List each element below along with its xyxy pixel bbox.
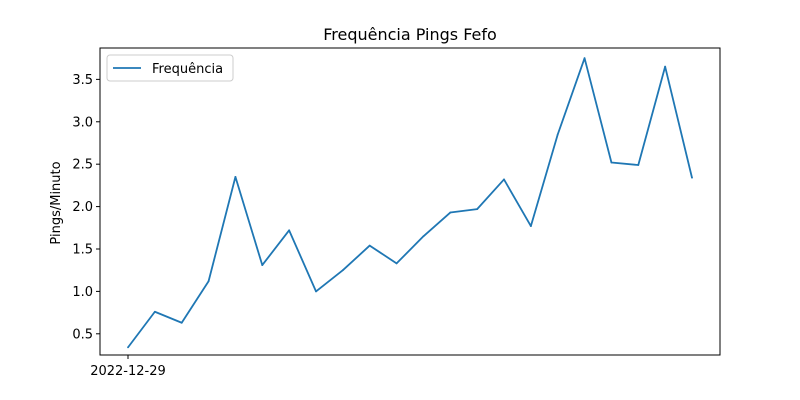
data-point (476, 208, 479, 211)
x-tick-label: 2022-12-29 (90, 364, 166, 379)
chart-title: Frequência Pings Fefo (323, 25, 497, 44)
data-point (422, 235, 425, 238)
legend: Frequência (106, 54, 234, 82)
data-point (341, 269, 344, 272)
data-point (691, 176, 693, 179)
y-tick-label: 0.5 (72, 327, 93, 342)
y-tick-label: 2.5 (72, 158, 93, 173)
data-point (556, 133, 559, 136)
y-tick-label: 3.5 (72, 73, 93, 88)
data-point (395, 262, 398, 265)
data-point (153, 310, 156, 313)
y-tick-label: 2.0 (72, 200, 93, 215)
data-point (503, 178, 505, 181)
data-point (127, 346, 129, 349)
data-point (610, 161, 613, 164)
data-point (529, 225, 532, 227)
y-tick-label: 3.0 (72, 115, 93, 130)
data-point (288, 229, 291, 232)
legend-label: Frequência (152, 62, 223, 77)
plot-area (99, 47, 721, 356)
x-axis: 2022-12-29 (90, 355, 166, 379)
data-point (368, 244, 371, 247)
series-line (127, 57, 693, 348)
y-tick-label: 1.5 (72, 242, 93, 257)
data-point (207, 280, 210, 283)
y-axis-label: Pings/Minuto (49, 161, 64, 244)
data-point (261, 264, 264, 266)
data-point (234, 176, 237, 178)
data-point (180, 321, 183, 324)
data-point (664, 65, 667, 68)
data-point (637, 164, 640, 166)
data-point (449, 211, 452, 214)
data-point (583, 57, 586, 60)
legend-box (106, 54, 234, 82)
y-tick-label: 1.0 (72, 285, 93, 300)
series-layer (127, 57, 693, 349)
y-axis: 0.5 1.0 1.5 2.0 2.5 3.0 3.5 (72, 73, 100, 342)
data-point (315, 290, 317, 293)
